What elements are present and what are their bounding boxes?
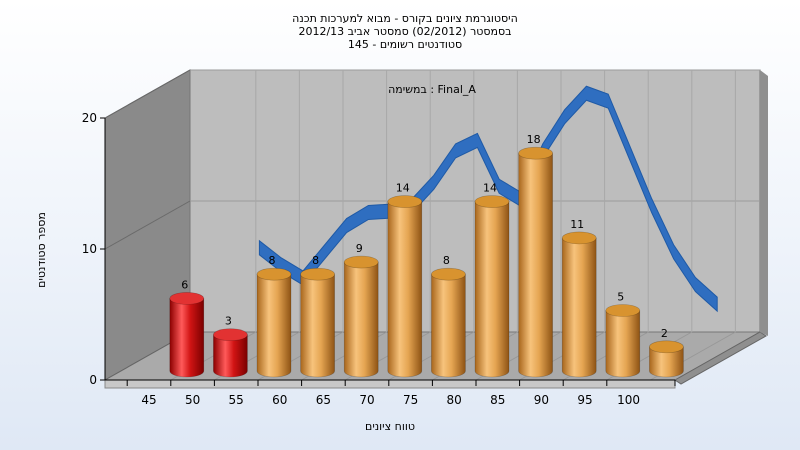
x-tick-label: 45 [141, 393, 156, 407]
histogram-bar [213, 328, 248, 378]
y-tick-label: 10 [82, 242, 97, 256]
x-tick-label: 60 [272, 393, 287, 407]
histogram-bar [387, 195, 423, 378]
histogram-bar [431, 267, 466, 378]
x-tick-label: 50 [185, 393, 200, 407]
x-tick-label: 80 [447, 393, 462, 407]
chart-title-line-3: סטודנטים רשומים - 145 [348, 38, 462, 51]
bar-value-label: 8 [443, 254, 450, 267]
gridline-side [104, 200, 191, 250]
bar-value-label: 2 [661, 327, 668, 340]
chart-title-line-2: בסמסטר (02/2012) סמסטר אביב 2012/13 [298, 25, 511, 38]
y-axis-label: מספר סטודנטים [35, 212, 48, 288]
bar-value-label: 18 [527, 133, 541, 146]
bar-value-label: 11 [570, 218, 584, 231]
y-tick-label: 20 [82, 111, 97, 125]
x-tick-label: 70 [359, 393, 374, 407]
bar-value-label: 9 [356, 242, 363, 255]
x-tick-label: 90 [534, 393, 549, 407]
floor-front-edge [104, 379, 676, 389]
gridline-side [104, 69, 191, 119]
histogram-bar [343, 255, 379, 378]
histogram-bar [649, 340, 684, 378]
x-tick-label: 100 [617, 393, 640, 407]
x-tick-label: 95 [577, 393, 592, 407]
bar-value-label: 5 [617, 291, 624, 304]
x-tick-label: 55 [229, 393, 244, 407]
histogram-bar [474, 195, 510, 378]
bar-value-label: 8 [269, 254, 276, 267]
bar-value-label: 6 [181, 278, 188, 291]
bar-value-label: 3 [225, 315, 232, 328]
x-tick-label: 65 [316, 393, 331, 407]
bar-value-label: 8 [312, 254, 319, 267]
chart-annotation: במשימה : Final_A [388, 83, 476, 96]
chart-title-line-1: היסטוגרמת ציונים בקורס - מבוא למערכות תכ… [292, 12, 518, 25]
x-tick-label: 75 [403, 393, 418, 407]
histogram-bar [605, 304, 641, 378]
histogram-bar [169, 292, 205, 378]
bar-value-label: 14 [396, 182, 410, 195]
histogram-bar [561, 231, 597, 378]
x-axis-label: טווח ציונים [365, 420, 415, 433]
histogram-bar [300, 267, 335, 378]
bar-value-label: 14 [483, 182, 497, 195]
back-wall-shadow [760, 70, 768, 336]
x-tick-label: 85 [490, 393, 505, 407]
histogram-bar [256, 267, 292, 378]
histogram-bar [518, 146, 553, 378]
floor-right-edge [674, 331, 767, 385]
y-tick-label: 0 [89, 373, 97, 387]
